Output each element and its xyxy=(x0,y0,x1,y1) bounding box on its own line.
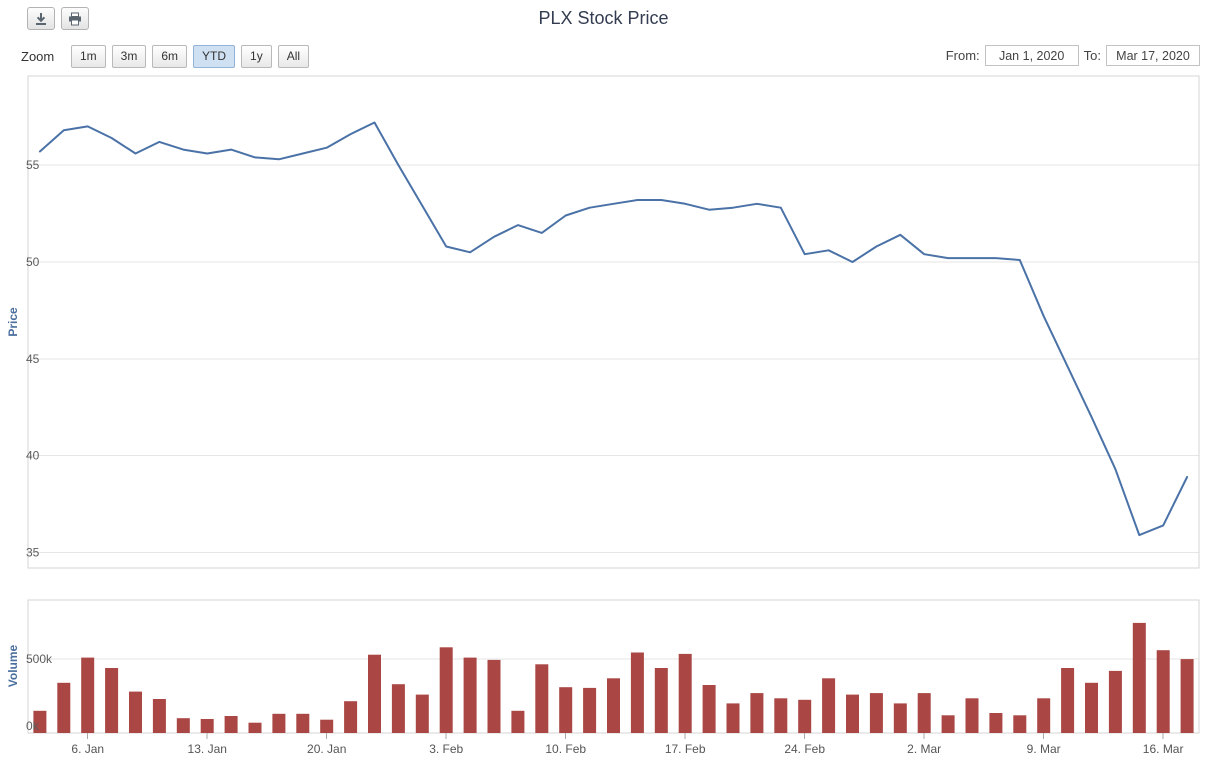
print-button[interactable] xyxy=(61,7,89,30)
volume-bar[interactable] xyxy=(607,678,620,733)
volume-bar[interactable] xyxy=(559,687,573,733)
volume-bar[interactable] xyxy=(822,678,836,733)
to-label: To: xyxy=(1083,48,1101,63)
price-plot-area[interactable] xyxy=(28,76,1199,568)
volume-bar[interactable] xyxy=(1061,668,1075,733)
price-ytick-label: 55 xyxy=(26,158,40,172)
volume-bar[interactable] xyxy=(846,694,859,733)
page-title: PLX Stock Price xyxy=(538,8,669,28)
volume-bar[interactable] xyxy=(1108,670,1122,733)
volume-bar[interactable] xyxy=(1037,698,1051,733)
x-tick-label: 3. Feb xyxy=(429,742,463,756)
volume-bar[interactable] xyxy=(654,668,668,733)
x-tick-label: 6. Jan xyxy=(71,742,104,756)
volume-bar[interactable] xyxy=(463,657,477,733)
price-chart: 35 40 45 50 55 xyxy=(26,75,1200,569)
volume-bar[interactable] xyxy=(1156,650,1170,733)
x-tick-label: 13. Jan xyxy=(188,742,227,756)
zoom-button-6m[interactable]: 6m xyxy=(152,45,188,68)
volume-bar[interactable] xyxy=(893,703,907,733)
volume-bar[interactable] xyxy=(33,710,47,733)
zoom-button-ytd[interactable]: YTD xyxy=(193,45,236,68)
volume-bar[interactable] xyxy=(368,654,381,733)
volume-bar[interactable] xyxy=(272,713,286,733)
volume-ytick-label: 500k xyxy=(26,652,53,666)
volume-bar[interactable] xyxy=(583,687,597,733)
volume-bar[interactable] xyxy=(869,693,883,733)
volume-bar[interactable] xyxy=(917,693,931,733)
volume-bar[interactable] xyxy=(1132,622,1146,733)
volume-bar[interactable] xyxy=(726,703,740,733)
price-ytick-label: 45 xyxy=(26,352,40,366)
volume-bar[interactable] xyxy=(248,722,262,733)
x-tick-label: 17. Feb xyxy=(665,742,706,756)
zoom-button-group: 1m 3m 6m YTD 1y All xyxy=(71,45,310,68)
to-date-input[interactable] xyxy=(1106,45,1200,66)
price-plot-border xyxy=(27,75,1200,569)
volume-bar[interactable] xyxy=(439,647,453,733)
x-tick-label: 10. Feb xyxy=(545,742,586,756)
volume-chart: 0k 500k xyxy=(26,599,1200,734)
volume-bar[interactable] xyxy=(1013,715,1027,733)
volume-bar[interactable] xyxy=(989,713,1003,733)
volume-bar[interactable] xyxy=(511,710,525,733)
volume-bar[interactable] xyxy=(1180,659,1194,733)
volume-bar[interactable] xyxy=(1085,682,1098,733)
volume-bar[interactable] xyxy=(296,713,310,733)
zoom-button-1y[interactable]: 1y xyxy=(241,45,272,68)
price-ytick-label: 50 xyxy=(26,255,40,269)
zoom-label: Zoom xyxy=(21,49,55,64)
x-tick-label: 9. Mar xyxy=(1027,742,1061,756)
volume-bar[interactable] xyxy=(487,659,501,733)
volume-bar[interactable] xyxy=(224,716,238,733)
volume-bar[interactable] xyxy=(750,693,764,733)
x-tick-label: 2. Mar xyxy=(907,742,941,756)
volume-bar[interactable] xyxy=(965,698,979,733)
volume-ytick-label: 0k xyxy=(26,719,40,733)
price-ytick-label: 40 xyxy=(26,449,40,463)
volume-bar[interactable] xyxy=(81,657,95,733)
zoom-button-1m[interactable]: 1m xyxy=(71,45,106,68)
date-range-controls: From: To: xyxy=(946,45,1200,66)
print-icon xyxy=(69,12,81,25)
volume-bar[interactable] xyxy=(630,652,644,734)
volume-bar[interactable] xyxy=(535,664,549,733)
volume-bar[interactable] xyxy=(798,699,812,734)
from-date-input[interactable] xyxy=(984,45,1079,66)
volume-bar[interactable] xyxy=(415,694,429,733)
price-axis-title: Price xyxy=(6,307,20,337)
x-axis: 6. Jan 13. Jan 20. Jan 3. Feb 10. Feb 17. Feb… xyxy=(71,733,1183,756)
volume-bar[interactable] xyxy=(200,719,214,733)
zoom-button-all[interactable]: All xyxy=(277,45,310,68)
volume-bar[interactable] xyxy=(344,701,358,733)
download-button[interactable] xyxy=(27,7,55,30)
x-tick-label: 24. Feb xyxy=(784,742,825,756)
x-tick-label: 16. Mar xyxy=(1143,742,1184,756)
volume-bar[interactable] xyxy=(320,719,334,733)
download-icon xyxy=(36,12,46,25)
volume-bar[interactable] xyxy=(105,668,119,733)
volume-axis-title: Volume xyxy=(6,644,20,688)
price-series-line[interactable] xyxy=(38,121,1189,537)
volume-bar[interactable] xyxy=(678,653,692,733)
volume-bar[interactable] xyxy=(774,698,788,733)
volume-bar[interactable] xyxy=(129,691,142,733)
volume-bar[interactable] xyxy=(391,684,405,733)
price-ytick-label: 35 xyxy=(26,546,40,560)
x-tick-label: 20. Jan xyxy=(307,742,346,756)
volume-bar[interactable] xyxy=(702,685,716,733)
volume-bar[interactable] xyxy=(176,718,190,733)
volume-bar[interactable] xyxy=(941,715,955,733)
volume-bar[interactable] xyxy=(57,682,71,733)
volume-bar[interactable] xyxy=(152,699,166,733)
zoom-button-3m[interactable]: 3m xyxy=(111,45,147,68)
from-label: From: xyxy=(945,48,980,63)
